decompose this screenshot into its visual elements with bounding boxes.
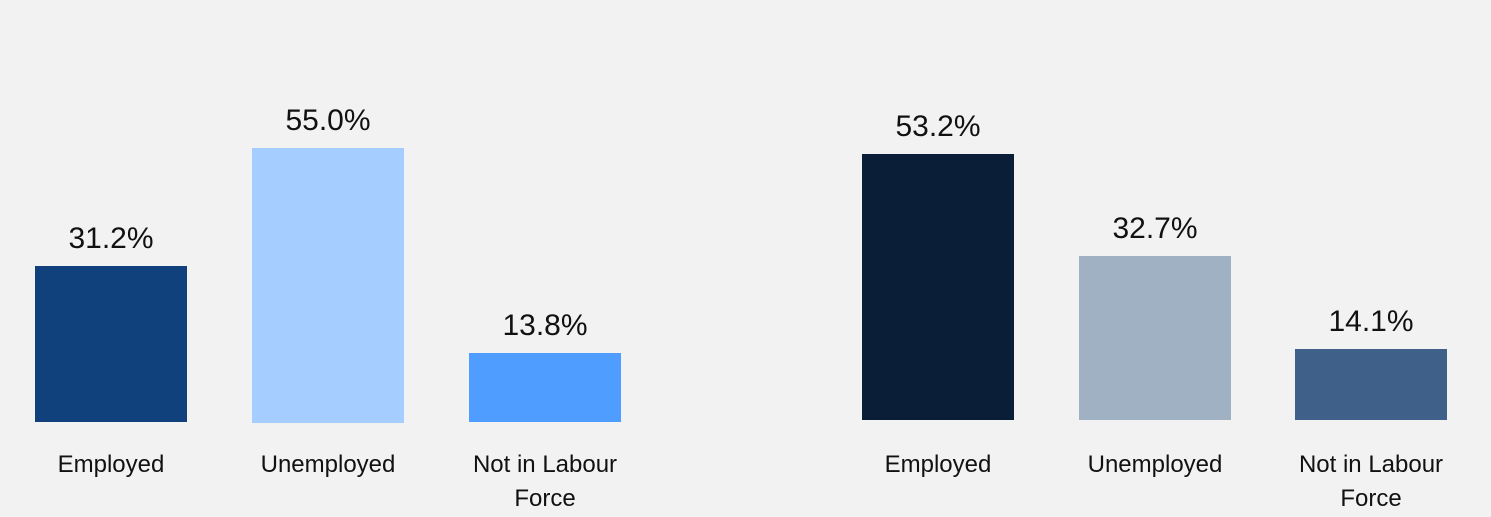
bar-value-label: 32.7% (1112, 212, 1198, 245)
category-label: Employed (884, 451, 992, 478)
bar-value-label: 14.1% (1328, 305, 1414, 338)
category-label: Not in Labour Force (1298, 451, 1444, 512)
bar-employed (862, 154, 1014, 420)
bar-unemployed (252, 148, 404, 423)
bar-value-label: 53.2% (895, 110, 981, 143)
bar-value-label: 31.2% (68, 222, 154, 255)
category-label: Employed (57, 451, 165, 478)
category-label: Unemployed (260, 451, 396, 478)
category-label: Unemployed (1087, 451, 1223, 478)
bar-not-in-labour-force (1295, 349, 1447, 420)
bar-value-label: 55.0% (285, 104, 371, 137)
category-label: Not in Labour Force (472, 451, 618, 512)
right-bar-chart: 53.2% Employed 32.7% Unemployed 14.1% Not in … (827, 0, 1491, 517)
left-bar-chart: 31.2% Employed 55.0% Unemployed 13.8% Not in … (0, 0, 664, 517)
bar-employed (35, 266, 187, 422)
bar-unemployed (1079, 256, 1231, 420)
bar-value-label: 13.8% (502, 309, 588, 342)
bar-not-in-labour-force (469, 353, 621, 422)
